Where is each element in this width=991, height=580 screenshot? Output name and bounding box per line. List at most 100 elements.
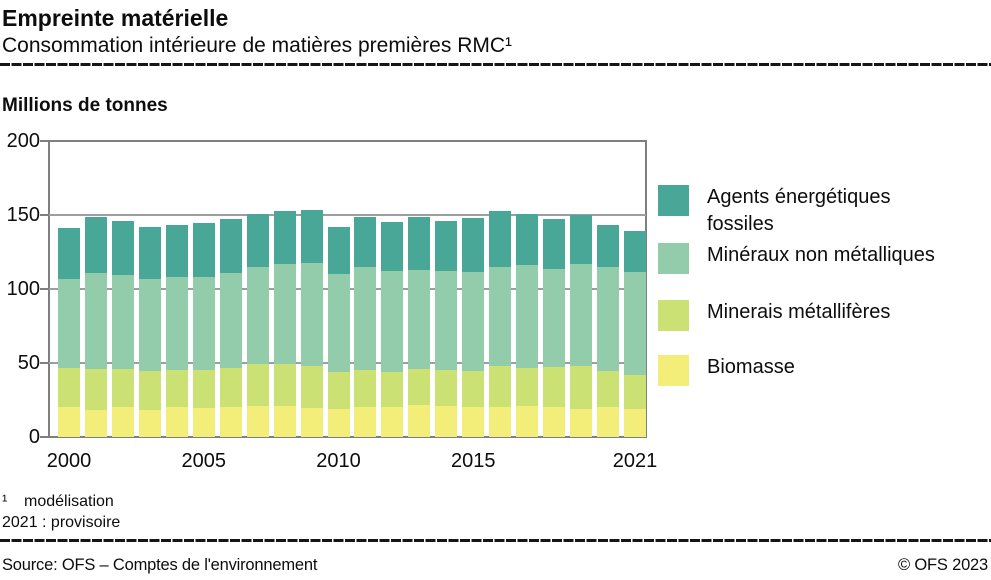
bar-2015-agents-nerg-tiques-fossiles: [462, 217, 485, 272]
footnote-marker: ¹: [2, 493, 8, 510]
legend-item-min-raux-non-m-talliques: Minéraux non métalliques: [658, 242, 952, 274]
bar-2018-agents-nerg-tiques-fossiles: [543, 219, 566, 270]
bar-2005-minerais-m-tallif-res: [192, 369, 215, 408]
bar-2014-min-raux-non-m-talliques: [435, 271, 458, 370]
legend-item-minerais-m-tallif-res: Minerais métallifères: [658, 299, 952, 331]
bar-2010-biomasse: [327, 408, 350, 437]
bar-2012-biomasse: [381, 406, 404, 437]
bar-2009-min-raux-non-m-talliques: [300, 263, 323, 366]
bar-2021-minerais-m-tallif-res: [624, 374, 646, 409]
bar-2001-minerais-m-tallif-res: [84, 368, 107, 410]
bar-2003-min-raux-non-m-talliques: [138, 279, 161, 372]
y-tick-label-50: 50: [17, 352, 40, 374]
legend-label: Agents énergétiques fossiles: [707, 186, 891, 235]
footnote-text: modélisation: [24, 493, 114, 510]
bar-2006-agents-nerg-tiques-fossiles: [219, 218, 242, 273]
bar-2019-min-raux-non-m-talliques: [570, 263, 593, 366]
bar-2004-minerais-m-tallif-res: [165, 369, 188, 408]
bar-2012-minerais-m-tallif-res: [381, 371, 404, 407]
page-subtitle: Consommation intérieure de matières prem…: [2, 34, 513, 57]
bar-2017-biomasse: [516, 405, 539, 437]
header-divider: [0, 63, 991, 66]
bar-2010-min-raux-non-m-talliques: [327, 274, 350, 372]
bar-2009-agents-nerg-tiques-fossiles: [300, 209, 323, 264]
source-row: Source: OFS – Comptes de l'environnement…: [2, 556, 988, 575]
bar-2013-min-raux-non-m-talliques: [408, 269, 431, 369]
bar-2007-min-raux-non-m-talliques: [246, 266, 269, 364]
y-tick-label-100: 100: [6, 278, 40, 300]
bar-2001-biomasse: [84, 409, 107, 437]
footnote-provisoire: 2021 : provisoire: [2, 514, 121, 531]
bar-2006-min-raux-non-m-talliques: [219, 272, 242, 369]
bar-2000-min-raux-non-m-talliques: [58, 278, 80, 369]
bar-2000-minerais-m-tallif-res: [58, 368, 80, 407]
bar-2014-agents-nerg-tiques-fossiles: [435, 220, 458, 272]
bar-2002-min-raux-non-m-talliques: [111, 274, 134, 369]
x-tick-label-2015: 2015: [451, 450, 496, 472]
bar-2013-minerais-m-tallif-res: [408, 368, 431, 406]
bar-2005-min-raux-non-m-talliques: [192, 276, 215, 370]
bar-2002-biomasse: [111, 407, 134, 437]
bar-2016-minerais-m-tallif-res: [489, 365, 512, 407]
bar-2014-biomasse: [435, 405, 458, 437]
bar-2009-minerais-m-tallif-res: [300, 365, 323, 409]
bar-2016-agents-nerg-tiques-fossiles: [489, 210, 512, 267]
bar-2021-biomasse: [624, 408, 646, 437]
bar-2007-minerais-m-tallif-res: [246, 363, 269, 406]
bar-2016-biomasse: [489, 406, 512, 437]
legend-swatch: [658, 300, 689, 331]
bar-2013-biomasse: [408, 405, 431, 437]
bar-2012-agents-nerg-tiques-fossiles: [381, 222, 404, 272]
bar-2008-min-raux-non-m-talliques: [273, 263, 296, 364]
bar-2006-minerais-m-tallif-res: [219, 368, 242, 407]
bar-2005-agents-nerg-tiques-fossiles: [192, 222, 215, 277]
legend-label: Minéraux non métalliques: [707, 244, 935, 266]
bar-2001-agents-nerg-tiques-fossiles: [84, 216, 107, 274]
bar-2014-minerais-m-tallif-res: [435, 369, 458, 406]
bar-2011-biomasse: [354, 406, 377, 437]
bar-2015-min-raux-non-m-talliques: [462, 271, 485, 372]
bar-2018-biomasse: [543, 406, 566, 437]
bar-2019-biomasse: [570, 408, 593, 437]
bar-2001-min-raux-non-m-talliques: [84, 273, 107, 369]
bar-2011-min-raux-non-m-talliques: [354, 266, 377, 370]
bar-2004-agents-nerg-tiques-fossiles: [165, 224, 188, 278]
bar-2008-agents-nerg-tiques-fossiles: [273, 210, 296, 264]
legend-swatch: [658, 355, 689, 386]
bar-2018-min-raux-non-m-talliques: [543, 269, 566, 368]
bar-2017-agents-nerg-tiques-fossiles: [516, 213, 539, 266]
y-tick-mark-100: [40, 288, 49, 290]
bar-2020-minerais-m-tallif-res: [597, 371, 620, 408]
bar-2021-min-raux-non-m-talliques: [624, 271, 646, 375]
bar-2010-agents-nerg-tiques-fossiles: [327, 226, 350, 275]
bar-2000-biomasse: [58, 406, 80, 437]
bar-2003-agents-nerg-tiques-fossiles: [138, 226, 161, 280]
y-tick-label-200: 200: [6, 130, 40, 152]
bar-2004-min-raux-non-m-talliques: [165, 277, 188, 370]
x-tick-label-2021: 2021: [612, 450, 658, 472]
bar-2009-biomasse: [300, 408, 323, 437]
y-tick-mark-150: [40, 214, 49, 216]
bar-2021-agents-nerg-tiques-fossiles: [624, 231, 646, 272]
bar-2007-biomasse: [246, 405, 269, 437]
bar-2008-biomasse: [273, 405, 296, 437]
bar-2015-biomasse: [462, 407, 485, 437]
source-text: Source: OFS – Comptes de l'environnement: [2, 556, 318, 574]
y-tick-mark-200: [40, 140, 49, 142]
bar-2006-biomasse: [219, 406, 242, 437]
bar-2018-minerais-m-tallif-res: [543, 367, 566, 407]
y-tick-mark-50: [40, 362, 49, 364]
legend-swatch: [658, 185, 689, 216]
bar-2020-min-raux-non-m-talliques: [597, 266, 620, 372]
bar-2020-biomasse: [597, 407, 620, 437]
legend-swatch: [658, 243, 689, 274]
x-tick-label-2000: 2000: [46, 450, 92, 472]
bar-2003-minerais-m-tallif-res: [138, 371, 161, 411]
bar-2020-agents-nerg-tiques-fossiles: [597, 225, 620, 267]
y-tick-mark-0: [40, 436, 49, 438]
footer-divider: [0, 539, 991, 542]
bar-2011-minerais-m-tallif-res: [354, 369, 377, 407]
bar-2005-biomasse: [192, 407, 215, 437]
bar-2017-minerais-m-tallif-res: [516, 368, 539, 406]
